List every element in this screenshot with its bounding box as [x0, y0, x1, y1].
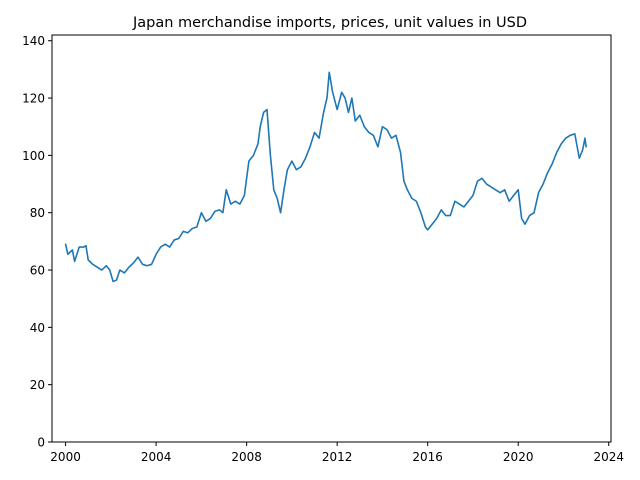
y-tick-label: 140	[22, 34, 45, 48]
x-tick-label: 2000	[50, 450, 81, 464]
y-tick-label: 0	[37, 436, 45, 450]
x-tick-label: 2008	[231, 450, 262, 464]
x-tick-label: 2020	[503, 450, 534, 464]
y-tick-label: 80	[30, 206, 45, 220]
x-tick-label: 2012	[322, 450, 353, 464]
y-tick-label: 120	[22, 92, 45, 106]
y-tick-label: 40	[30, 321, 45, 335]
chart-title: Japan merchandise imports, prices, unit …	[132, 15, 527, 31]
series-line-0	[64, 71, 587, 283]
y-tick-label: 20	[30, 378, 45, 392]
y-tick-label: 60	[30, 264, 45, 278]
x-tick-label: 2004	[141, 450, 172, 464]
axes-frame	[51, 34, 612, 443]
y-axis: 0 20 40 60 80 100 120 140	[22, 34, 52, 450]
x-tick-label: 2016	[412, 450, 443, 464]
y-tick-label: 100	[22, 149, 45, 163]
x-axis: 2000 2004 2008 2012 2016 2020 2024	[50, 442, 624, 464]
x-tick-label: 2024	[593, 450, 624, 464]
plot-area	[64, 71, 587, 283]
